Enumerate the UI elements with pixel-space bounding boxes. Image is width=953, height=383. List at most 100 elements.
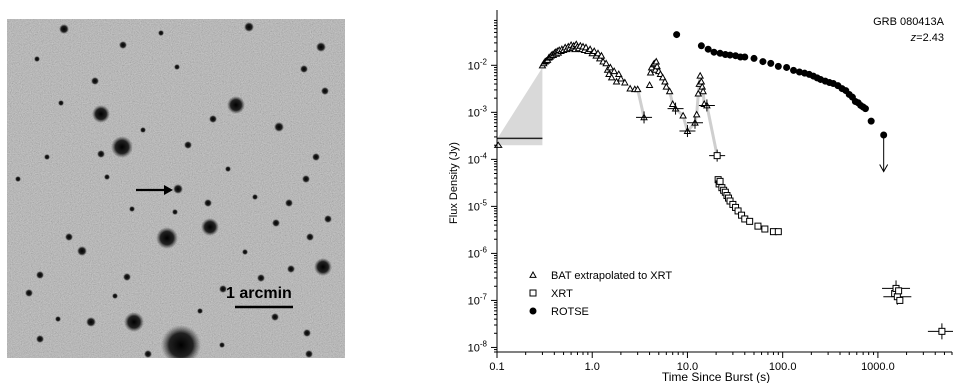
star <box>272 219 280 227</box>
bat-point <box>617 74 625 82</box>
star <box>306 233 314 241</box>
xrt-point <box>713 152 721 160</box>
xrt-point <box>895 287 903 295</box>
star <box>34 56 40 62</box>
star <box>285 199 293 207</box>
bat-point <box>607 73 616 81</box>
star <box>119 41 127 49</box>
y-tick-label: 10-4 <box>468 151 488 166</box>
star <box>174 64 180 70</box>
star <box>86 317 96 327</box>
x-axis-label: Time Since Burst (s) <box>662 370 770 383</box>
rotse-point <box>861 105 869 113</box>
bat-point <box>606 63 615 71</box>
star <box>219 285 227 293</box>
bat-point <box>662 82 671 90</box>
xrt-point <box>774 228 782 236</box>
y-tick-label: 10-5 <box>468 198 488 213</box>
xrt-point <box>716 177 724 185</box>
star <box>44 154 50 160</box>
star <box>312 153 320 161</box>
x-ticks: 0.1 1.0 10.0 100.0 1000.0 <box>489 352 953 373</box>
star <box>305 350 313 358</box>
xrt-point <box>761 225 769 233</box>
bat-point <box>620 78 629 86</box>
star <box>91 77 99 85</box>
y-tick-label: 10-2 <box>468 57 488 72</box>
star <box>172 209 178 215</box>
star <box>303 329 311 337</box>
y-ticks: 10-2 10-3 10-4 10-5 10-6 10-7 10-8 <box>468 19 497 354</box>
bat-point <box>597 51 606 59</box>
rotse-point <box>697 42 705 50</box>
bat-point <box>614 70 623 78</box>
star <box>59 24 69 34</box>
star <box>144 350 152 358</box>
xrt-point <box>938 327 946 335</box>
y-tick-label: 10-7 <box>468 292 488 307</box>
star <box>36 271 44 279</box>
bat-point <box>594 49 602 57</box>
rotse-point <box>767 59 775 67</box>
chart-title: GRB 080413A <box>873 16 945 28</box>
error-bars <box>636 99 953 340</box>
star <box>271 313 279 321</box>
y-axis-label: Flux Density (Jy) <box>448 142 460 224</box>
target-arrowhead <box>164 185 173 195</box>
legend-marker-triangle <box>529 270 537 278</box>
series-bat <box>538 40 711 134</box>
star <box>97 150 105 158</box>
legend-marker-square <box>529 289 537 297</box>
bat-point <box>645 81 654 88</box>
xrt-point <box>746 217 754 225</box>
star <box>161 325 201 358</box>
star <box>287 265 295 273</box>
bat-point <box>633 85 642 93</box>
sky-image-panel: 1 arcmin <box>7 19 345 358</box>
series-xrt <box>713 152 946 335</box>
star <box>201 218 219 236</box>
bat-point <box>661 77 669 85</box>
star <box>104 174 110 180</box>
star <box>111 136 133 158</box>
rotse-point <box>759 58 767 66</box>
upper-limit-arrowhead <box>879 164 889 173</box>
star <box>242 249 248 255</box>
star <box>36 335 44 343</box>
star <box>55 316 61 322</box>
x-tick-label: 1.0 <box>585 361 600 373</box>
star <box>300 65 308 73</box>
star <box>156 227 178 249</box>
star-field <box>15 22 332 358</box>
y-tick-label: 10-3 <box>468 104 488 119</box>
star <box>158 30 164 36</box>
xrt-point <box>896 296 904 304</box>
bat-point <box>665 87 674 95</box>
star <box>302 175 310 183</box>
xrt-point <box>754 222 762 230</box>
star <box>123 273 131 281</box>
bat-point <box>586 45 594 53</box>
rotse-point <box>774 62 782 70</box>
star <box>15 176 21 182</box>
rotse-point <box>783 63 791 71</box>
star <box>92 105 110 123</box>
star <box>321 87 329 95</box>
series-rotse <box>673 31 888 139</box>
x-tick-label: 1000.0 <box>861 361 895 373</box>
star <box>184 141 192 149</box>
star <box>140 127 146 133</box>
star <box>316 42 326 52</box>
x-tick-label: 0.1 <box>489 361 504 373</box>
scale-bar-label: 1 arcmin <box>226 285 292 302</box>
y-tick-label: 10-6 <box>468 245 488 260</box>
star <box>204 199 212 207</box>
legend: BAT extrapolated to XRT XRT ROTSE <box>529 270 672 318</box>
star <box>324 215 332 223</box>
bat-point <box>696 71 705 79</box>
bat-point <box>668 100 677 107</box>
star <box>124 312 144 332</box>
y-tick-label: 10-8 <box>468 339 488 354</box>
x-tick-label: 10.0 <box>677 361 698 373</box>
